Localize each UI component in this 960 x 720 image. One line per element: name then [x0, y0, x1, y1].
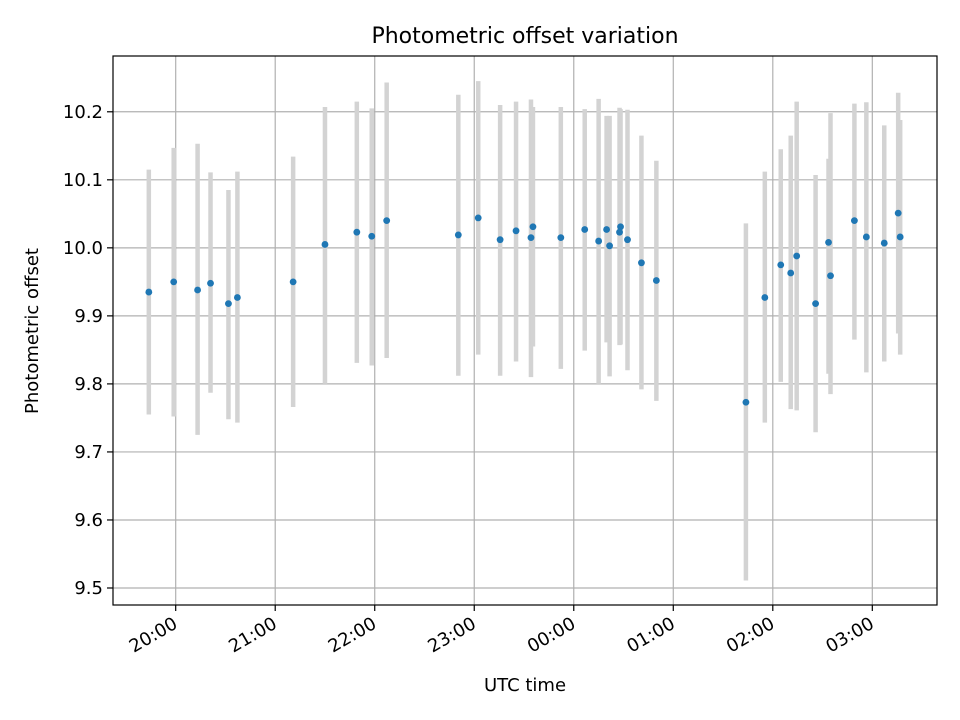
- data-point: [616, 228, 623, 236]
- data-point: [233, 294, 241, 301]
- data-point: [624, 236, 631, 244]
- data-point: [581, 226, 589, 233]
- data-point: [194, 286, 201, 294]
- y-tick-label: 10.0: [63, 238, 103, 259]
- data-point: [512, 227, 520, 235]
- data-point: [812, 300, 819, 308]
- data-point: [496, 236, 504, 244]
- y-tick-label: 9.6: [74, 510, 103, 531]
- data-point: [742, 398, 750, 406]
- data-point: [827, 272, 834, 280]
- data-point: [787, 269, 795, 277]
- data-point: [289, 278, 297, 286]
- data-point: [321, 241, 329, 248]
- axes-frame: [112, 55, 938, 606]
- data-point: [207, 279, 214, 287]
- chart-title: Photometric offset variation: [371, 24, 678, 49]
- data-point: [474, 214, 482, 222]
- y-tick-label: 9.8: [74, 374, 103, 395]
- data-point: [595, 237, 603, 245]
- data-point: [825, 239, 832, 246]
- data-point: [527, 234, 535, 242]
- data-point: [353, 228, 361, 236]
- data-point: [617, 223, 624, 231]
- x-axis-label: UTC time: [484, 675, 566, 696]
- data-point: [761, 294, 769, 301]
- y-tick-label: 9.9: [74, 306, 103, 327]
- data-point: [225, 300, 232, 308]
- grid: [113, 56, 937, 605]
- data-point: [638, 259, 645, 267]
- data-point: [896, 233, 904, 241]
- y-tick-label: 10.1: [63, 170, 103, 191]
- y-tick-label: 10.2: [63, 102, 103, 123]
- data-point: [368, 232, 376, 240]
- y-axis-label: Photometric offset: [22, 248, 43, 414]
- data-point: [383, 217, 391, 225]
- data-points: [145, 209, 904, 406]
- y-tick-label: 9.7: [74, 442, 103, 463]
- data-point: [145, 288, 153, 296]
- data-point: [603, 226, 611, 233]
- data-point: [851, 217, 858, 225]
- data-point: [777, 261, 785, 269]
- data-point: [793, 252, 801, 260]
- data-point: [557, 234, 565, 242]
- data-point: [170, 278, 178, 286]
- data-point: [529, 223, 537, 231]
- data-point: [606, 242, 613, 250]
- data-point: [894, 209, 902, 217]
- data-point: [880, 239, 888, 247]
- data-point: [652, 277, 660, 284]
- y-tick-label: 9.5: [74, 578, 103, 599]
- y-axis-ticks: 9.5 9.6 9.7 9.8 9.9 10.0 10.1 10.2: [63, 102, 113, 599]
- data-point: [454, 231, 462, 239]
- data-point: [862, 233, 870, 241]
